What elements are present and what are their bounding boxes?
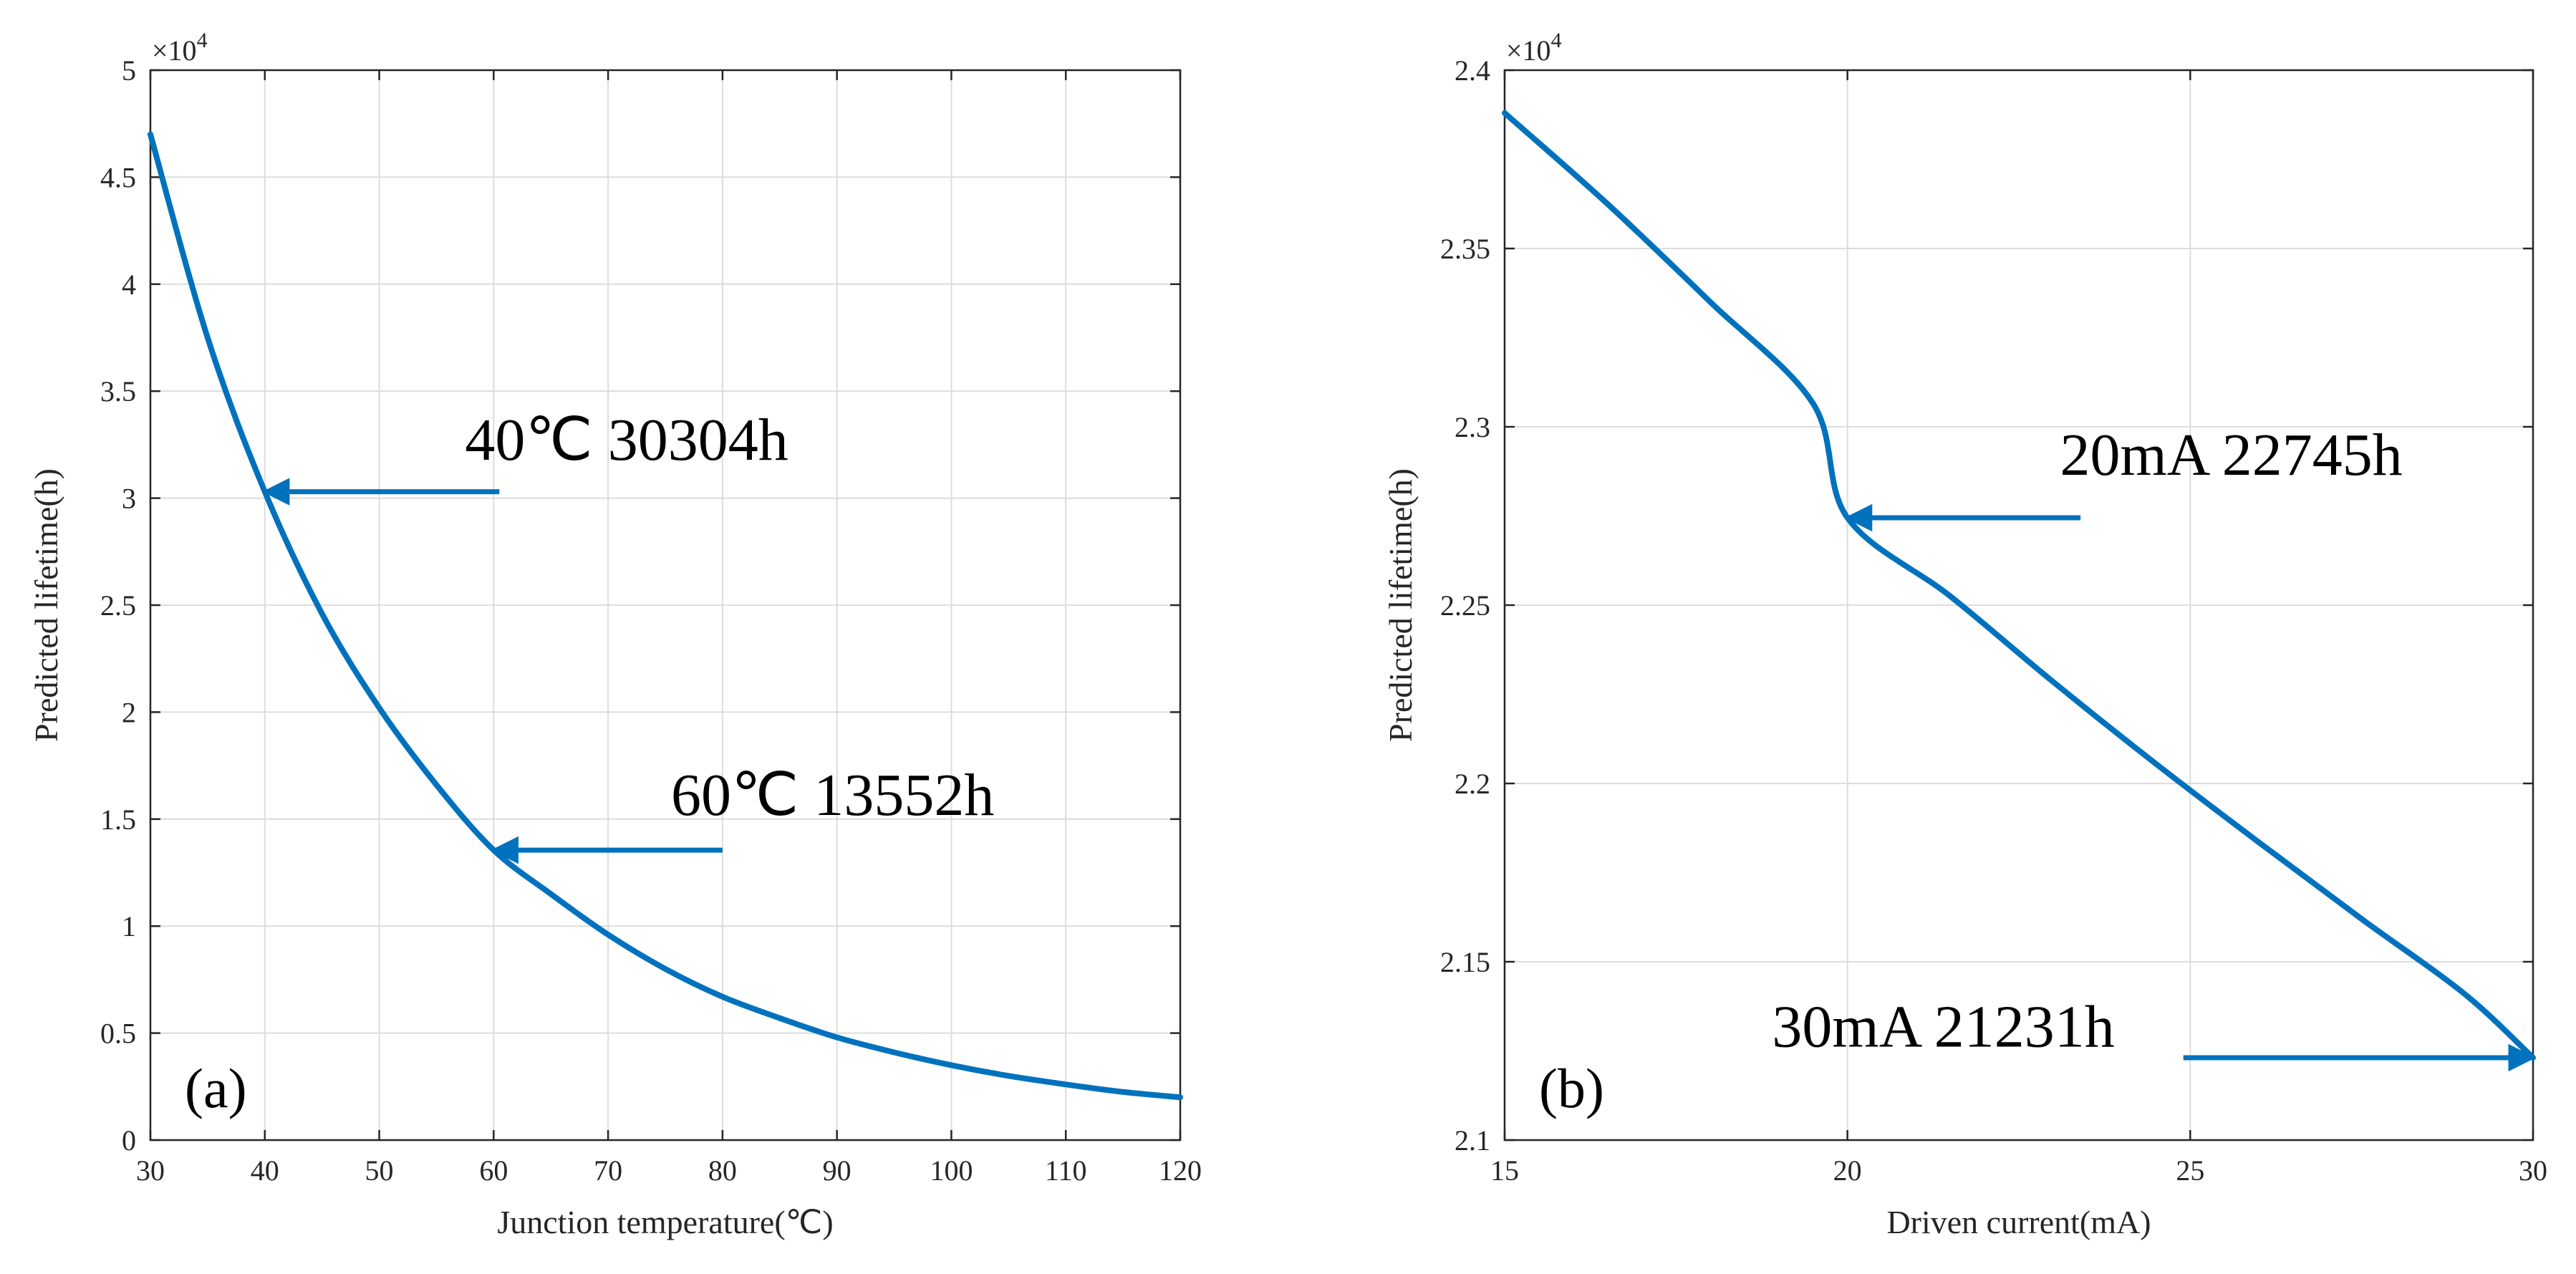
x-tick-label: 120 — [1159, 1154, 1202, 1187]
multiplier-exponent: 4 — [1551, 29, 1562, 52]
y-tick-label: 2.35 — [1440, 233, 1490, 265]
annotation-text: 30mA 21231h — [1772, 994, 2114, 1061]
y-tick-label: 2.4 — [1455, 54, 1490, 87]
y-axis-label: Predicted lifetime(h) — [1382, 468, 1419, 742]
y-tick-label: 2.3 — [1455, 411, 1490, 443]
x-tick-label: 40 — [251, 1154, 279, 1187]
y-tick-label: 2.5 — [100, 589, 136, 622]
x-tick-label: 30 — [136, 1154, 165, 1187]
y-tick-label: 1 — [122, 910, 136, 942]
chart-a: 30 40 50 60 70 80 90 100 110 120 0 0.5 1 1.5 2 2.5 3 3.5 4… — [28, 29, 1202, 1240]
panel-label: (b) — [1539, 1057, 1604, 1119]
y-tick-label: 5 — [122, 54, 136, 87]
x-tick-label: 20 — [1833, 1154, 1862, 1187]
annotation-text: 40℃ 30304h — [465, 407, 788, 473]
multiplier-exponent: 4 — [197, 29, 208, 52]
y-axis-multiplier: ×104 — [152, 29, 208, 67]
multiplier-base: ×10 — [152, 34, 197, 67]
panel-label: (a) — [185, 1057, 247, 1119]
y-tick-label: 0 — [122, 1124, 136, 1157]
x-tick-label: 60 — [479, 1154, 508, 1187]
y-tick-label: 3.5 — [100, 375, 136, 407]
x-axis-label: Junction temperature(℃) — [497, 1204, 833, 1240]
y-tick-label: 4.5 — [100, 161, 136, 193]
x-tick-label: 100 — [930, 1154, 973, 1187]
multiplier-base: ×10 — [1506, 34, 1551, 67]
y-tick-label: 2.1 — [1455, 1124, 1490, 1157]
x-tick-label: 70 — [594, 1154, 622, 1187]
x-tick-label: 25 — [2176, 1154, 2204, 1187]
y-axis-multiplier: ×104 — [1506, 29, 1562, 67]
axes-box — [1503, 69, 2534, 1142]
annotation-text: 20mA 22745h — [2060, 422, 2402, 488]
y-tick-label: 3 — [122, 483, 136, 515]
y-tick-label: 2.2 — [1455, 768, 1490, 800]
x-axis-label: Driven current(mA) — [1886, 1204, 2151, 1240]
chart-b: 15 20 25 30 2.1 2.15 2.2 2.25 2.3 2.35 2.4 ×104 Driv… — [1382, 29, 2547, 1240]
annotation-text: 60℃ 13552h — [671, 762, 994, 829]
y-tick-label: 0.5 — [100, 1018, 136, 1050]
x-tick-label: 30 — [2519, 1154, 2547, 1187]
y-axis-label: Predicted lifetime(h) — [28, 468, 64, 742]
y-tick-label: 2.15 — [1440, 946, 1490, 978]
x-tick-label: 80 — [708, 1154, 737, 1187]
x-tick-label: 90 — [823, 1154, 852, 1187]
x-tick-label: 110 — [1045, 1154, 1087, 1187]
series-line — [1502, 110, 2536, 1061]
y-tick-label: 2 — [122, 696, 136, 728]
x-tick-label: 15 — [1490, 1154, 1519, 1187]
axes-box — [149, 69, 1182, 1142]
x-tick-label: 50 — [365, 1154, 394, 1187]
y-tick-label: 2.25 — [1440, 589, 1490, 622]
y-tick-label: 1.5 — [100, 804, 136, 836]
y-tick-label: 4 — [122, 269, 136, 301]
